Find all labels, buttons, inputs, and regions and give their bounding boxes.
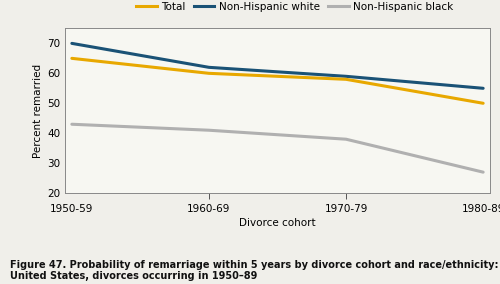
X-axis label: Divorce cohort: Divorce cohort	[239, 218, 316, 228]
Text: Figure 47. Probability of remarriage within 5 years by divorce cohort and race/e: Figure 47. Probability of remarriage wit…	[10, 260, 498, 281]
Legend: Total, Non-Hispanic white, Non-Hispanic black: Total, Non-Hispanic white, Non-Hispanic …	[132, 0, 458, 16]
Y-axis label: Percent remarried: Percent remarried	[33, 64, 43, 158]
